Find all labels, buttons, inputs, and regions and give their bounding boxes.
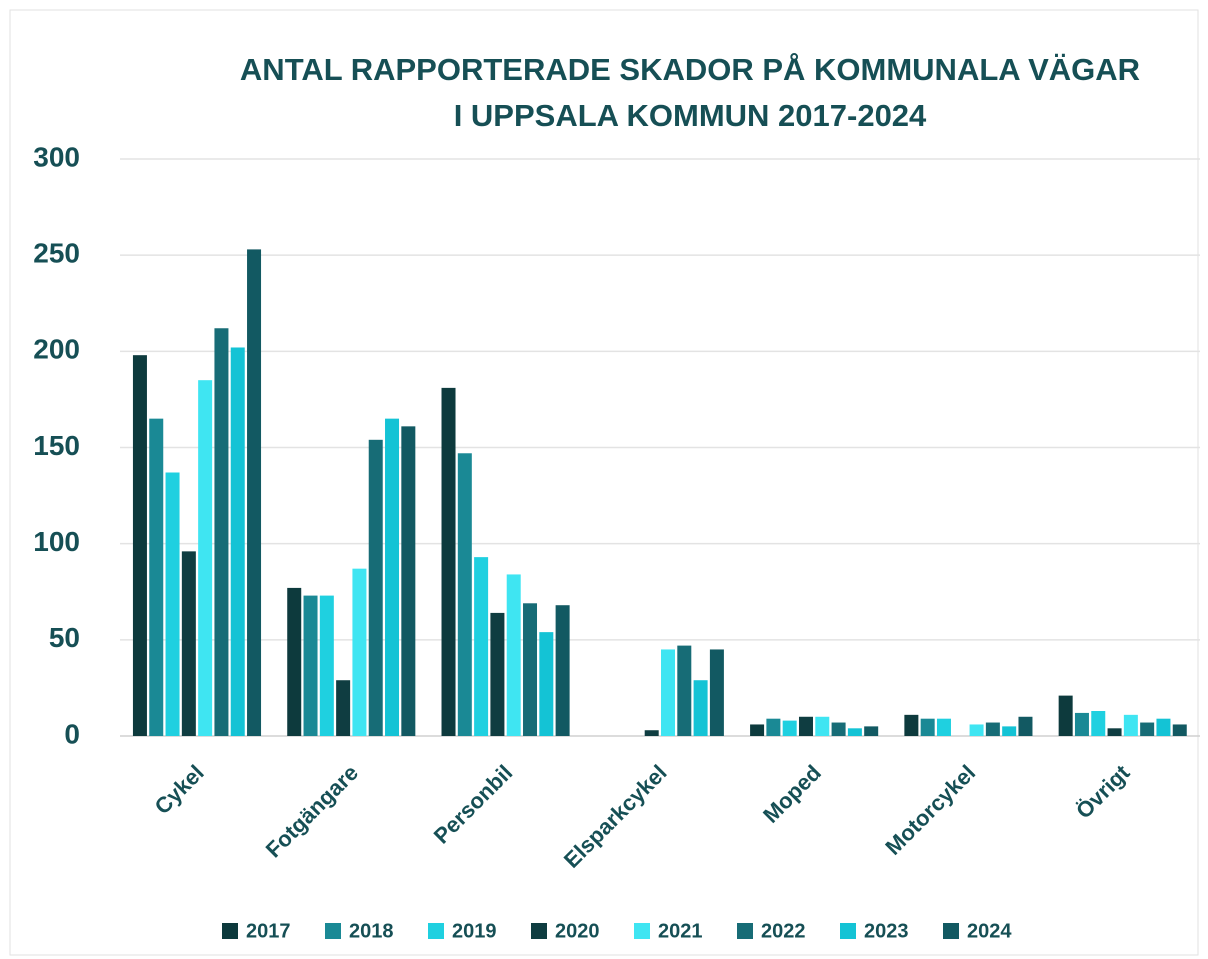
bar	[230, 347, 245, 736]
legend-label: 2018	[349, 920, 394, 942]
y-tick-label: 300	[33, 141, 80, 172]
bar	[1074, 712, 1089, 736]
bar	[864, 726, 879, 736]
bar	[1018, 716, 1033, 736]
bar	[368, 439, 383, 736]
bar	[766, 718, 781, 736]
bar	[693, 680, 708, 736]
bar	[815, 716, 830, 736]
bar	[1172, 724, 1187, 736]
bar	[847, 728, 862, 736]
bar	[677, 645, 692, 736]
y-tick-label: 100	[33, 526, 80, 557]
bar	[644, 730, 659, 736]
y-tick-label: 50	[49, 622, 80, 653]
bar	[539, 632, 554, 736]
bar	[214, 328, 229, 736]
legend-label: 2021	[658, 920, 703, 942]
bar	[352, 568, 367, 736]
y-tick-label: 0	[64, 718, 80, 749]
bar	[1002, 726, 1017, 736]
legend-swatch	[943, 923, 959, 939]
bar	[247, 249, 262, 736]
y-tick-label: 250	[33, 238, 80, 269]
bar	[149, 418, 164, 736]
bar	[798, 716, 813, 736]
bar	[904, 714, 919, 736]
bar	[401, 426, 416, 736]
bar	[1091, 710, 1106, 736]
bar	[969, 724, 984, 736]
bar	[457, 453, 472, 736]
legend-swatch	[325, 923, 341, 939]
bar	[985, 722, 1000, 736]
y-tick-label: 200	[33, 334, 80, 365]
bar	[303, 595, 318, 736]
bar	[1058, 695, 1073, 736]
legend-swatch	[840, 923, 856, 939]
bar	[385, 418, 400, 736]
bar	[198, 380, 213, 736]
legend-swatch	[531, 923, 547, 939]
bar	[1140, 722, 1155, 736]
legend-swatch	[428, 923, 444, 939]
bar	[132, 355, 147, 736]
bar	[490, 612, 505, 736]
legend-label: 2022	[761, 920, 806, 942]
chart-title: I UPPSALA KOMMUN 2017-2024	[454, 98, 927, 133]
bar	[709, 649, 724, 736]
legend-swatch	[634, 923, 650, 939]
bar	[661, 649, 675, 736]
legend-swatch	[737, 923, 753, 939]
bar	[750, 724, 765, 736]
bar	[523, 603, 538, 736]
legend-label: 2020	[555, 920, 600, 942]
bar	[506, 574, 521, 736]
bar	[336, 680, 351, 736]
legend-label: 2024	[967, 920, 1012, 942]
bar	[441, 387, 456, 736]
legend-label: 2019	[452, 920, 497, 942]
bar	[165, 472, 180, 736]
bar	[1123, 714, 1138, 736]
bar	[555, 605, 570, 736]
bar	[1156, 718, 1171, 736]
bar	[936, 718, 951, 736]
bar	[782, 720, 797, 736]
bar	[1107, 728, 1122, 736]
bar	[474, 557, 489, 736]
bar	[319, 595, 334, 736]
bar	[920, 718, 935, 736]
legend-label: 2017	[246, 920, 291, 942]
bar	[831, 722, 846, 736]
legend-label: 2023	[864, 920, 909, 942]
y-tick-label: 150	[33, 430, 80, 461]
legend-swatch	[222, 923, 238, 939]
bar	[287, 587, 302, 736]
bar	[181, 551, 196, 736]
chart-title: ANTAL RAPPORTERADE SKADOR PÅ KOMMUNALA V…	[240, 52, 1140, 87]
